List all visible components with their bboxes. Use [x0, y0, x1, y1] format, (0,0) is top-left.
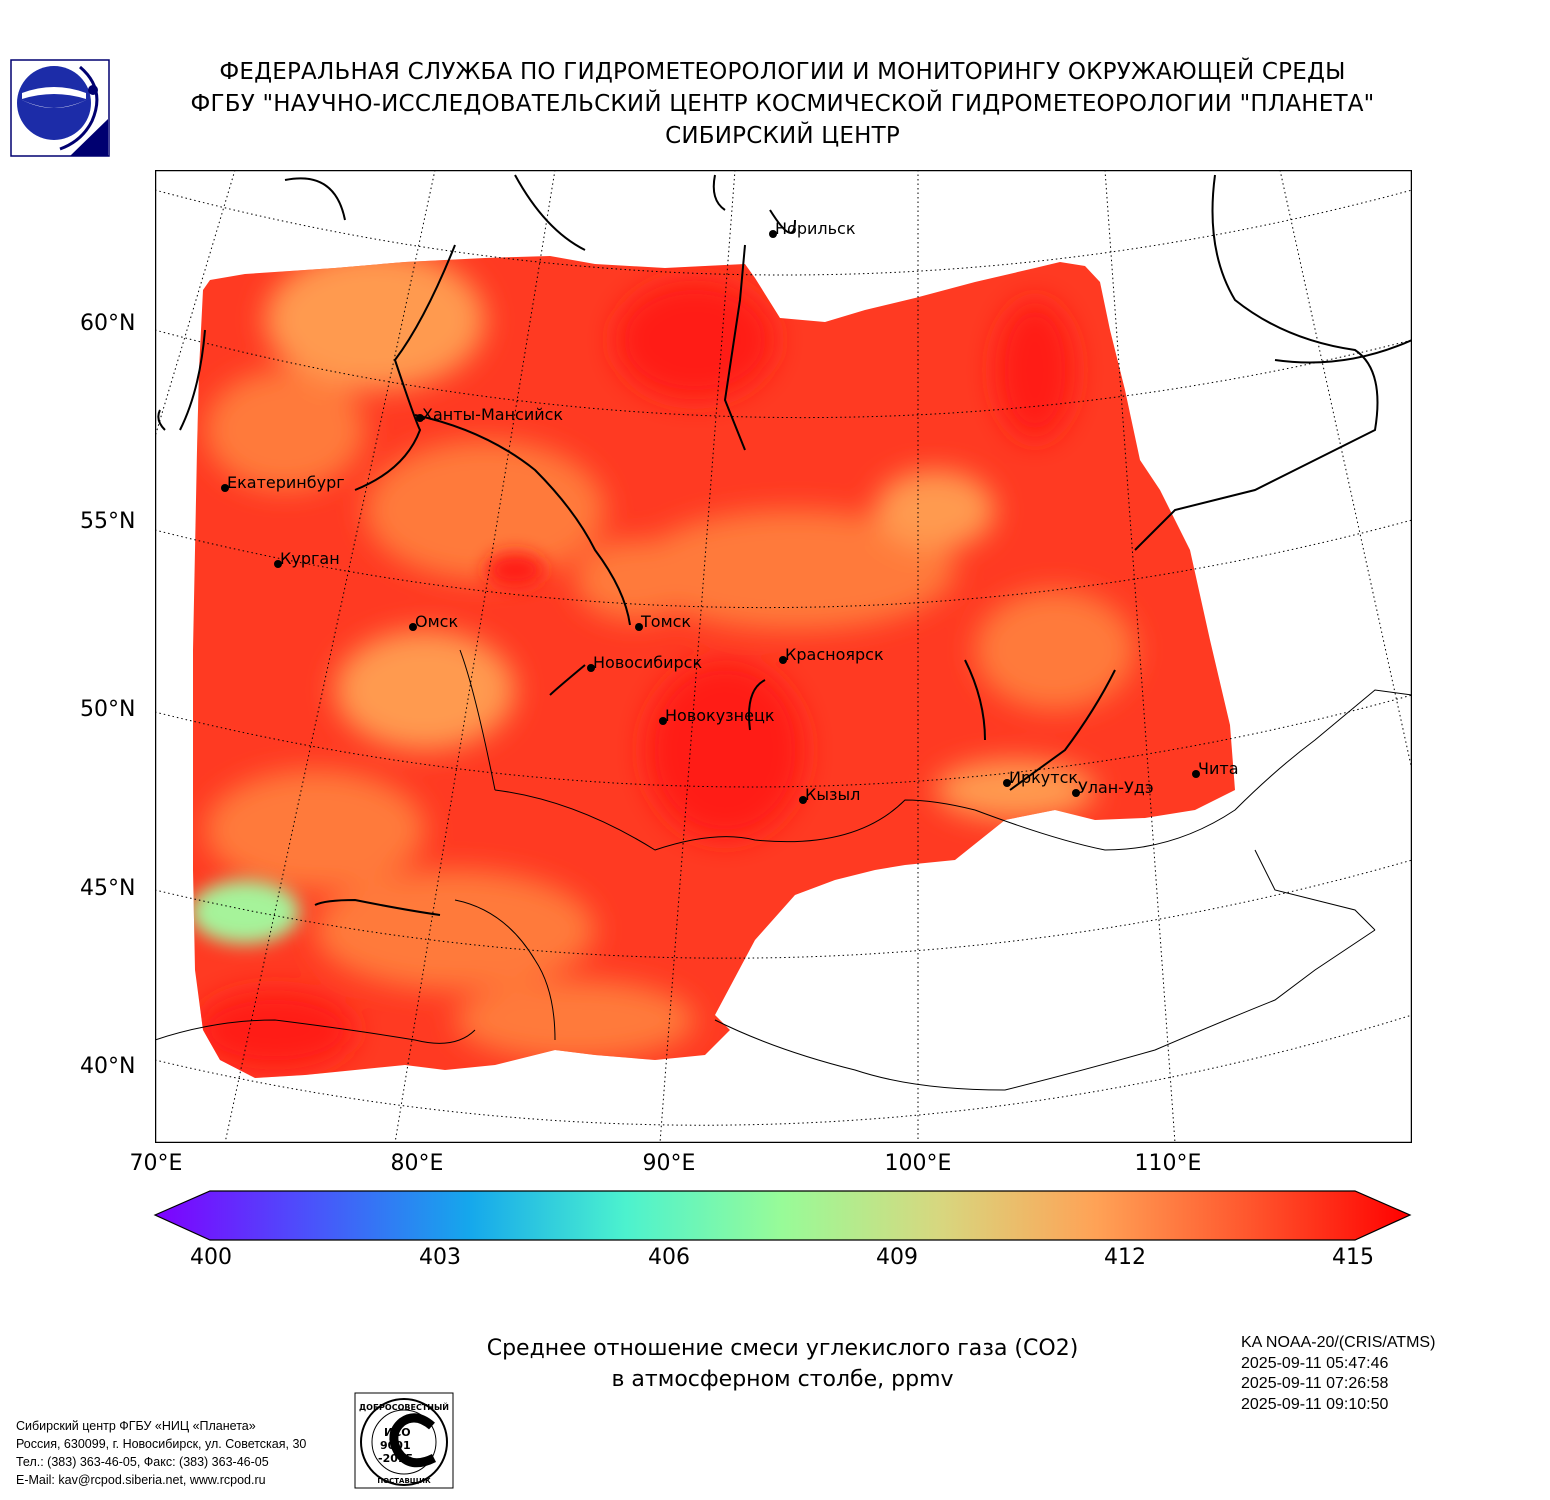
lat-label-55: 55°N — [80, 509, 136, 534]
svg-text:Норильск: Норильск — [775, 219, 856, 238]
borders — [155, 649, 1412, 1091]
satellite-time-1: 2025-09-11 05:47:46 — [1241, 1354, 1389, 1372]
city-tomsk: Томск — [635, 612, 691, 631]
footer-line3: Тел.: (383) 363-46-05, Факс: (383) 363-4… — [16, 1455, 269, 1469]
satellite-info: KA NOAA-20/(CRIS/ATMS) 2025-09-11 05:47:… — [1241, 1333, 1435, 1415]
svg-text:Улан-Удэ: Улан-Удэ — [1078, 778, 1154, 797]
colorbar-tick-412: 412 — [1104, 1245, 1146, 1270]
city-chita: Чита — [1192, 759, 1239, 778]
satellite-name: KA NOAA-20/(CRIS/ATMS) — [1241, 1334, 1436, 1351]
svg-text:Новокузнецк: Новокузнецк — [665, 706, 775, 725]
city-omsk: Омск — [409, 612, 458, 631]
footer-line4: E-Mail: kav@rcpod.siberia.net, www.rcpod… — [16, 1473, 266, 1487]
city-markers: Норильск Ханты-Мансийск Екатеринбург Кур… — [221, 219, 1239, 804]
svg-text:Чита: Чита — [1198, 759, 1239, 778]
city-novosibirsk: Новосибирск — [587, 653, 702, 672]
svg-text:Екатеринбург: Екатеринбург — [227, 473, 345, 492]
svg-text:Курган: Курган — [280, 549, 340, 568]
city-kurgan: Курган — [274, 549, 340, 568]
footer-line2: Россия, 630099, г. Новосибирск, ул. Сове… — [16, 1437, 307, 1451]
lat-label-40: 40°N — [80, 1054, 136, 1079]
satellite-time-3: 2025-09-11 09:10:50 — [1241, 1395, 1389, 1413]
city-norilsk: Норильск — [769, 219, 856, 238]
iso-badge-icon: ДОБРОСОВЕСТНЫЙ ИСО 9001 -2015 ПОСТАВЩИК — [354, 1392, 454, 1489]
footer-line1: Сибирский центр ФГБУ «НИЦ «Планета» — [16, 1419, 256, 1433]
co2-map: Норильск Ханты-Мансийск Екатеринбург Кур… — [155, 170, 1412, 1143]
svg-text:-2015: -2015 — [378, 1452, 413, 1465]
header-line2: ФГБУ "НАУЧНО-ИССЛЕДОВАТЕЛЬСКИЙ ЦЕНТР КОС… — [190, 91, 1375, 117]
product-caption: Среднее отношение смеси углекислого газа… — [430, 1333, 1135, 1395]
coastlines — [157, 174, 1412, 916]
lat-label-45: 45°N — [80, 876, 136, 901]
city-kyzyl: Кызыл — [799, 785, 860, 804]
svg-text:Иркутск: Иркутск — [1009, 768, 1078, 787]
lon-label-110: 110°E — [1134, 1151, 1202, 1176]
svg-text:Красноярск: Красноярск — [785, 645, 884, 664]
city-irkutsk: Иркутск — [1003, 768, 1078, 787]
city-khanty-mansiysk: Ханты-Мансийск — [416, 405, 563, 424]
svg-text:Омск: Омск — [415, 612, 458, 631]
city-ulan-ude: Улан-Удэ — [1072, 778, 1154, 797]
lon-label-90: 90°E — [642, 1151, 696, 1176]
colorbar-tick-406: 406 — [648, 1245, 690, 1270]
svg-text:ПОСТАВЩИК: ПОСТАВЩИК — [377, 1477, 431, 1485]
satellite-time-2: 2025-09-11 07:26:58 — [1241, 1375, 1389, 1392]
footer-contacts: Сибирский центр ФГБУ «НИЦ «Планета» Росс… — [16, 1417, 306, 1489]
lat-label-60: 60°N — [80, 311, 136, 336]
caption-line2: в атмосферном столбе, ppmv — [611, 1367, 954, 1392]
svg-text:Новосибирск: Новосибирск — [593, 653, 702, 672]
map-border — [155, 170, 1412, 1143]
svg-text:Томск: Томск — [640, 612, 691, 631]
svg-text:ИСО: ИСО — [384, 1426, 411, 1439]
city-novokuznetsk: Новокузнецк — [659, 706, 775, 725]
graticule — [155, 170, 1412, 1143]
lon-label-80: 80°E — [390, 1151, 444, 1176]
svg-text:9001: 9001 — [380, 1439, 411, 1452]
svg-text:ДОБРОСОВЕСТНЫЙ: ДОБРОСОВЕСТНЫЙ — [359, 1401, 449, 1412]
svg-text:Кызыл: Кызыл — [805, 785, 860, 804]
colorbar-tick-415: 415 — [1332, 1245, 1374, 1270]
colorbar-tick-409: 409 — [876, 1245, 918, 1270]
header-line3: СИБИРСКИЙ ЦЕНТР — [665, 123, 900, 149]
planeta-logo-icon — [10, 59, 110, 157]
caption-line1: Среднее отношение смеси углекислого газа… — [486, 1336, 1079, 1361]
colorbar — [153, 1190, 1412, 1241]
lon-label-70: 70°E — [129, 1151, 183, 1176]
header: ФЕДЕРАЛЬНАЯ СЛУЖБА ПО ГИДРОМЕТЕОРОЛОГИИ … — [120, 56, 1445, 152]
lat-label-50: 50°N — [80, 697, 136, 722]
lon-label-100: 100°E — [884, 1151, 952, 1176]
svg-text:Ханты-Мансийск: Ханты-Мансийск — [422, 405, 563, 424]
city-krasnoyarsk: Красноярск — [779, 645, 884, 664]
colorbar-tick-400: 400 — [190, 1245, 232, 1270]
colorbar-tick-403: 403 — [419, 1245, 461, 1270]
city-yekaterinburg: Екатеринбург — [221, 473, 345, 492]
header-line1: ФЕДЕРАЛЬНАЯ СЛУЖБА ПО ГИДРОМЕТЕОРОЛОГИИ … — [219, 59, 1346, 85]
